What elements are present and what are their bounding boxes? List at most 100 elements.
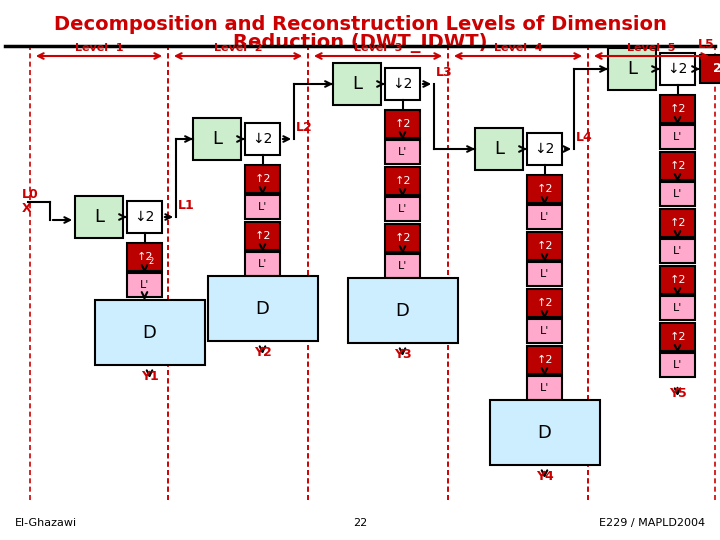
Text: L': L' <box>540 326 549 336</box>
Text: L': L' <box>258 202 267 212</box>
Bar <box>527 376 562 400</box>
Text: L': L' <box>540 383 549 393</box>
Bar <box>527 133 562 165</box>
Bar <box>385 68 420 100</box>
Bar <box>245 222 280 250</box>
Bar <box>245 252 280 276</box>
Text: L': L' <box>672 303 682 313</box>
Bar <box>527 289 562 317</box>
Text: ↑2: ↑2 <box>395 119 410 129</box>
Bar <box>660 296 695 320</box>
Text: L': L' <box>140 280 149 290</box>
Text: E229 / MAPLD2004: E229 / MAPLD2004 <box>599 518 705 528</box>
Text: L': L' <box>672 189 682 199</box>
Bar <box>527 262 562 286</box>
Text: ↑2: ↑2 <box>536 184 553 194</box>
Text: L': L' <box>672 360 682 370</box>
Bar <box>660 182 695 206</box>
Bar <box>660 239 695 263</box>
Bar <box>660 125 695 149</box>
Bar <box>527 232 562 260</box>
Text: D: D <box>395 301 410 320</box>
Text: D: D <box>256 300 269 318</box>
Bar <box>333 63 381 105</box>
Bar <box>385 140 420 164</box>
Text: El-Ghazawi: El-Ghazawi <box>15 518 77 528</box>
Text: ↓2: ↓2 <box>135 210 155 224</box>
Text: Y1: Y1 <box>140 370 158 383</box>
Bar <box>660 95 695 123</box>
Text: ↓2: ↓2 <box>252 132 273 146</box>
Bar <box>127 201 162 233</box>
Bar <box>660 323 695 351</box>
Text: L2: L2 <box>296 121 312 134</box>
Bar <box>608 48 656 90</box>
Bar <box>193 118 241 160</box>
Bar <box>245 165 280 193</box>
Text: Level  3: Level 3 <box>354 43 402 53</box>
Bar <box>527 319 562 343</box>
Text: L4: L4 <box>576 131 593 144</box>
Bar <box>385 167 420 195</box>
Text: L5: L5 <box>698 38 715 51</box>
Text: ↓2: ↓2 <box>534 142 554 156</box>
Text: D: D <box>143 323 156 341</box>
Bar <box>527 205 562 229</box>
Text: L': L' <box>258 259 267 269</box>
Text: L': L' <box>398 204 408 214</box>
Bar <box>385 197 420 221</box>
Bar <box>127 273 162 297</box>
Text: ↑2: ↑2 <box>670 104 685 114</box>
Bar <box>94 300 204 365</box>
Text: ↑2: ↑2 <box>536 241 553 251</box>
Text: ↑2: ↑2 <box>670 218 685 228</box>
Text: ↑2: ↑2 <box>670 161 685 171</box>
Text: L: L <box>212 130 222 148</box>
Text: L: L <box>352 75 362 93</box>
Text: ↑2: ↑2 <box>670 332 685 342</box>
Text: L3: L3 <box>436 66 453 79</box>
Bar <box>385 110 420 138</box>
Text: L0: L0 <box>22 188 39 201</box>
Bar <box>660 53 695 85</box>
Text: L': L' <box>398 147 408 157</box>
Bar <box>385 224 420 252</box>
Text: Y5: Y5 <box>669 387 686 400</box>
Text: Level  2: Level 2 <box>214 43 262 53</box>
Text: L1: L1 <box>178 199 194 212</box>
Text: ↑2: ↑2 <box>536 355 553 365</box>
Text: Level  5: Level 5 <box>627 43 675 53</box>
Text: L: L <box>494 140 504 158</box>
Text: ↑2: ↑2 <box>670 275 685 285</box>
Text: L': L' <box>672 132 682 142</box>
Text: Level  1: Level 1 <box>75 43 123 53</box>
Bar <box>127 243 162 271</box>
Text: L: L <box>94 208 104 226</box>
Text: L': L' <box>398 261 408 271</box>
Text: L': L' <box>540 212 549 222</box>
Bar <box>245 123 280 155</box>
Bar <box>527 175 562 203</box>
Bar <box>660 152 695 180</box>
Bar <box>660 266 695 294</box>
Text: Level  4: Level 4 <box>494 43 542 53</box>
Bar <box>527 346 562 374</box>
Text: L': L' <box>672 246 682 256</box>
Text: L': L' <box>540 269 549 279</box>
Text: ↑2: ↑2 <box>254 174 271 184</box>
Text: Y2: Y2 <box>253 346 271 359</box>
Bar <box>660 353 695 377</box>
Bar <box>490 400 600 465</box>
Bar <box>475 128 523 170</box>
Text: ↑2: ↑2 <box>536 298 553 308</box>
Bar <box>245 195 280 219</box>
Text: X: X <box>22 201 32 214</box>
Text: Y4: Y4 <box>536 470 554 483</box>
Text: 22: 22 <box>353 518 367 528</box>
Text: ↑2: ↑2 <box>254 231 271 241</box>
Text: ↑2: ↑2 <box>136 252 153 262</box>
Text: D: D <box>538 423 552 442</box>
Text: ↑2: ↑2 <box>395 176 410 186</box>
Text: ↓2: ↓2 <box>667 62 688 76</box>
Text: Reduction (DWT_IDWT): Reduction (DWT_IDWT) <box>233 33 487 53</box>
